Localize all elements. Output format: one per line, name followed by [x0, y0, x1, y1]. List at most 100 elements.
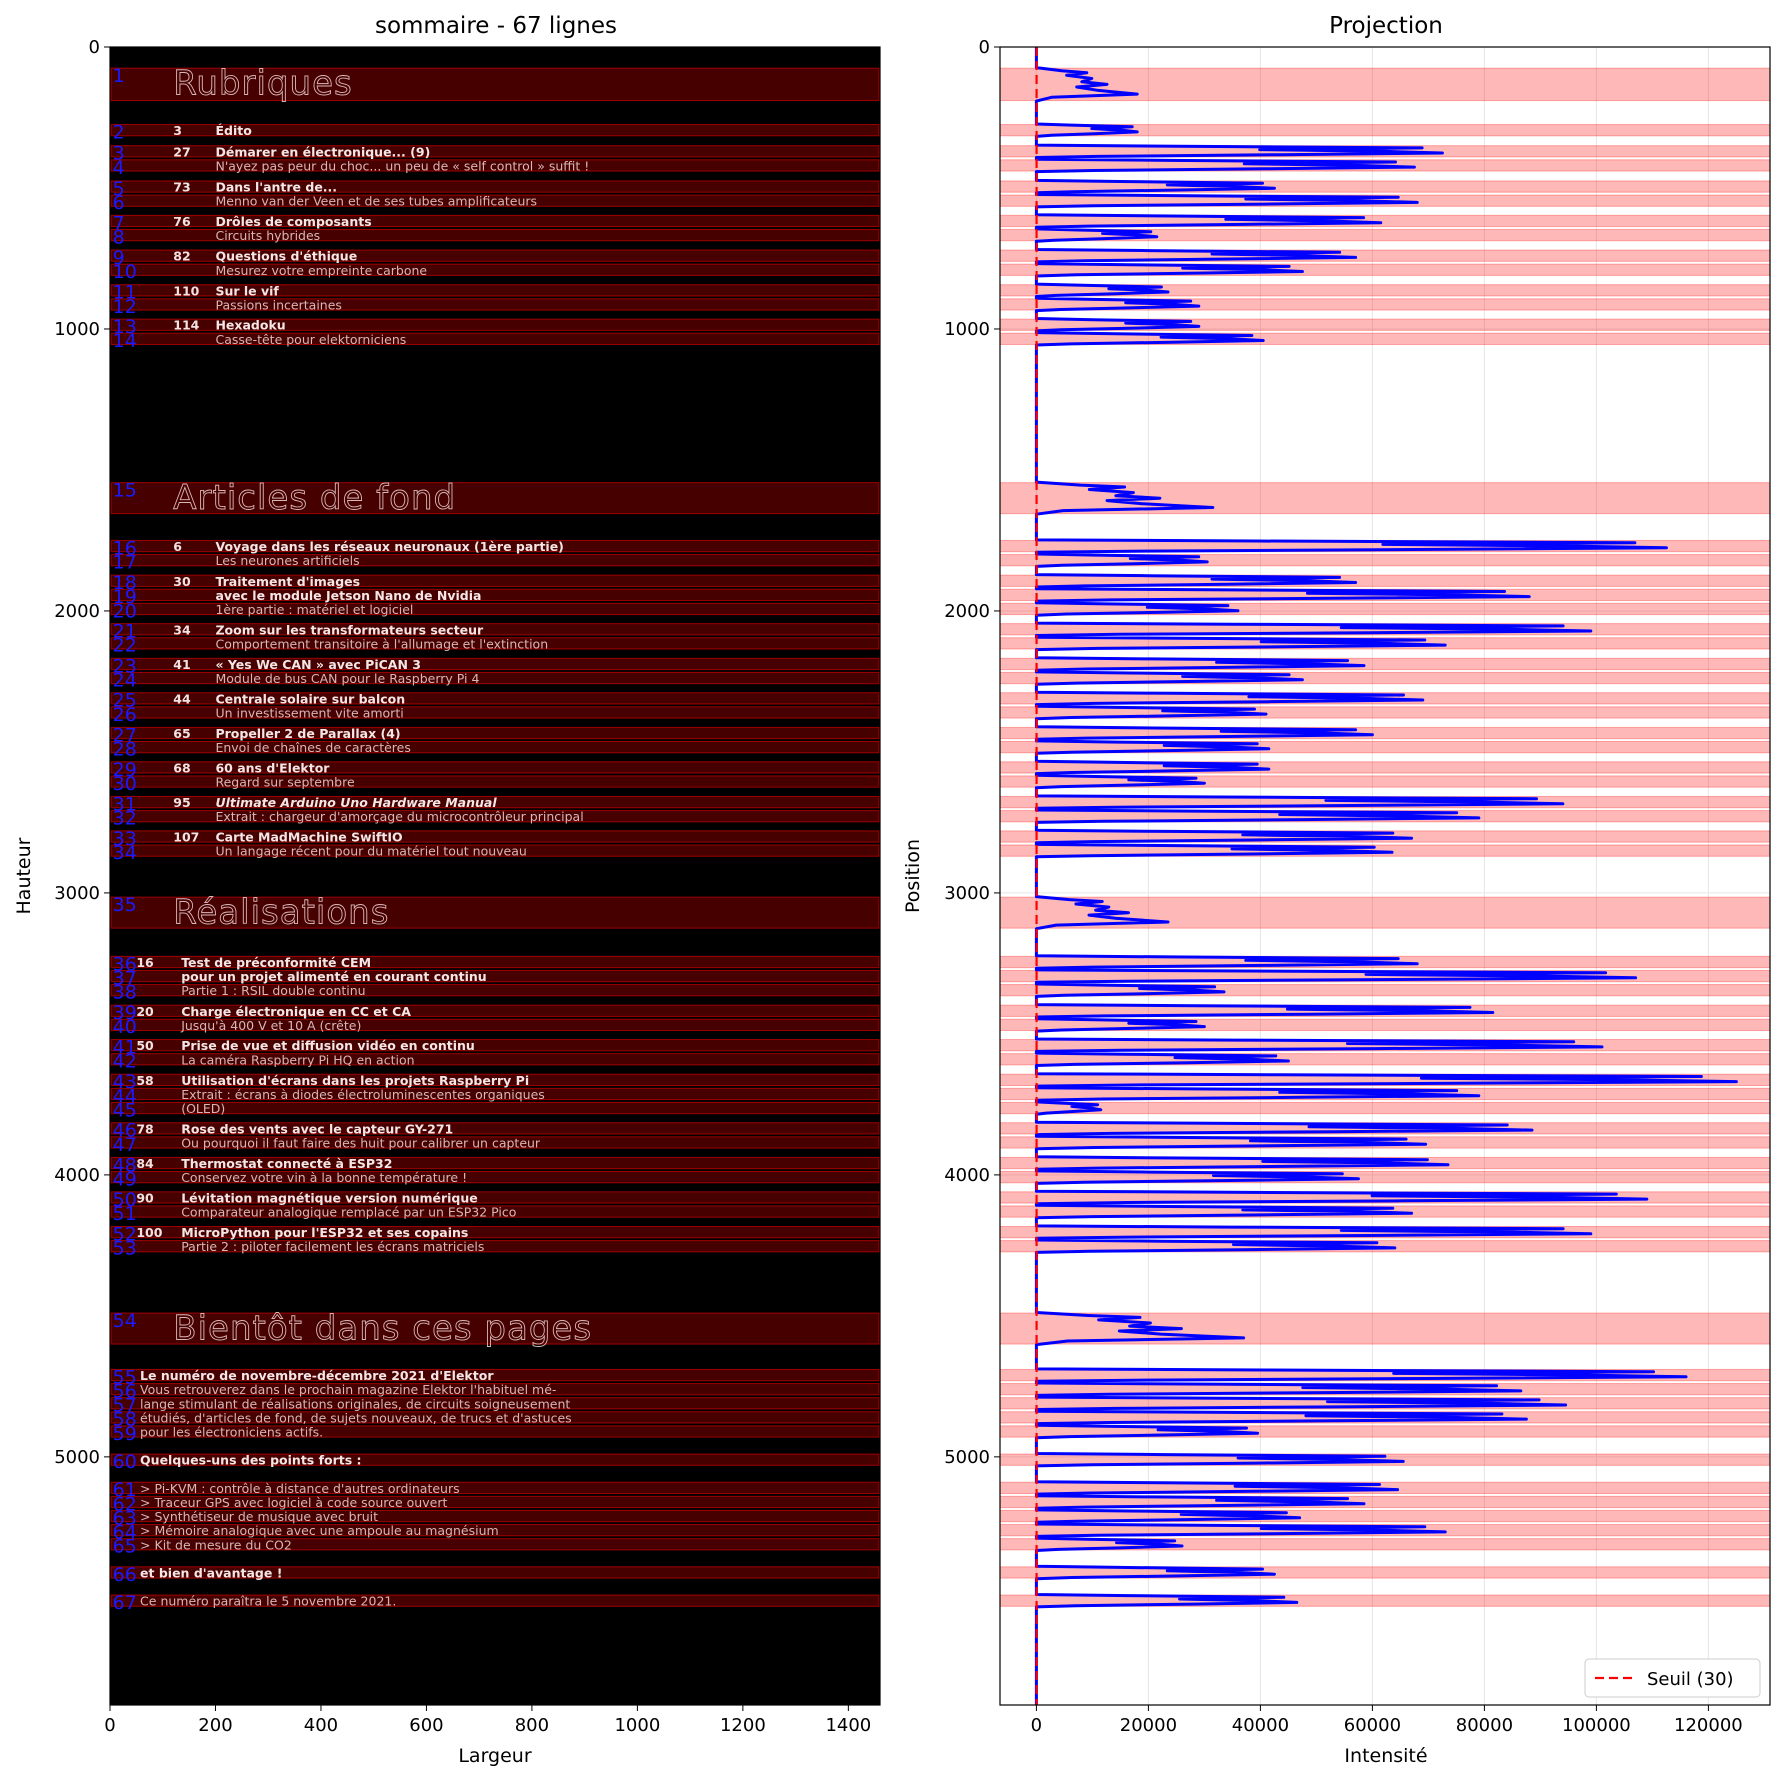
line-label: 24 — [113, 669, 137, 691]
toc-line: « Yes We CAN » avec PiCAN 3 — [215, 657, 420, 672]
projection-line — [1034, 47, 1738, 1705]
line-band-14 — [110, 332, 880, 345]
line-band-13 — [110, 318, 880, 331]
line-label: 27 — [113, 724, 137, 746]
line-label: 59 — [113, 1423, 137, 1445]
line-band-56 — [110, 1383, 880, 1396]
line-band-25 — [110, 692, 880, 705]
line-label: 3 — [113, 143, 125, 165]
line-label: 25 — [113, 690, 137, 712]
x-tick-label: 400 — [304, 1715, 338, 1736]
toc-line: Lévitation magnétique version numérique — [181, 1190, 478, 1205]
line-band-65 — [110, 1538, 880, 1551]
toc-line: > Synthétiseur de musique avec bruit — [140, 1509, 378, 1524]
line-label: 67 — [113, 1592, 137, 1614]
toc-line: Les neurones artificiels — [215, 553, 359, 568]
page-number: 100 — [136, 1225, 162, 1240]
page-number: 68 — [173, 760, 190, 775]
line-band-21 — [110, 623, 880, 636]
line-band-2 — [110, 124, 880, 137]
toc-line: Questions d'éthique — [215, 249, 357, 264]
line-band-27 — [110, 726, 880, 740]
y-tick-label: 5000 — [944, 1447, 990, 1468]
line-label: 55 — [113, 1366, 137, 1388]
right-axes-frame — [999, 46, 1771, 1706]
line-band-38 — [110, 984, 880, 997]
line-label: 58 — [113, 1409, 137, 1431]
page-number: 95 — [173, 795, 190, 810]
toc-line: Comportement transitoire à l'allumage et… — [215, 636, 548, 651]
y-tick-label: 2000 — [54, 601, 100, 622]
left-axes-frame — [109, 46, 881, 1706]
page-number: 3 — [173, 123, 182, 138]
line-band-35 — [110, 896, 880, 929]
line-label: 19 — [113, 586, 137, 608]
line-band-67 — [110, 1594, 880, 1607]
y-tick-label: 0 — [89, 37, 100, 58]
page-number: 34 — [173, 622, 191, 637]
line-label: 38 — [113, 982, 137, 1004]
toc-line: lange stimulant de réalisations original… — [140, 1396, 570, 1411]
toc-line: Carte MadMachine SwiftIO — [215, 830, 402, 845]
toc-line: Ce numéro paraîtra le 5 novembre 2021. — [140, 1594, 396, 1609]
x-tick-label: 0 — [1031, 1715, 1042, 1736]
line-label: 32 — [113, 808, 137, 830]
line-label: 23 — [113, 655, 137, 677]
toc-line: N'ayez pas peur du choc... un peu de « s… — [215, 158, 589, 173]
line-label: 22 — [113, 635, 137, 657]
line-label: 13 — [113, 316, 137, 338]
legend-box — [1584, 1658, 1761, 1698]
right-chart-title: Projection — [1329, 13, 1443, 39]
x-tick-label: 800 — [515, 1715, 549, 1736]
line-label: 60 — [113, 1451, 137, 1473]
section-heading: Rubriques — [173, 64, 352, 104]
line-band-59 — [110, 1425, 880, 1438]
toc-line: Jusqu'à 400 V et 10 A (crête) — [180, 1018, 361, 1033]
y-tick-label: 1000 — [54, 319, 100, 340]
line-band-4 — [110, 159, 880, 172]
line-band-41 — [110, 1039, 880, 1052]
page-number: 30 — [173, 574, 191, 589]
section-heading: Réalisations — [173, 893, 389, 933]
line-band-37 — [110, 969, 880, 983]
left-y-axis: 0 1000 2000 3000 4000 5000 — [54, 37, 110, 1468]
line-label: 18 — [113, 572, 137, 594]
toc-line: Un investissement vite amorti — [215, 705, 403, 720]
line-band-47 — [110, 1136, 880, 1149]
toc-line: Voyage dans les réseaux neuronaux (1ère … — [215, 539, 563, 554]
toc-line: pour les électroniciens actifs. — [140, 1424, 323, 1439]
line-label: 26 — [113, 704, 137, 726]
line-band-60 — [110, 1453, 880, 1466]
line-band-29 — [110, 761, 880, 774]
toc-line: Hexadoku — [215, 318, 285, 333]
line-label: 8 — [113, 226, 125, 248]
x-tick-label: 600 — [409, 1715, 443, 1736]
line-band-36 — [110, 955, 880, 969]
line-band-62 — [110, 1495, 880, 1509]
toc-line: Module de bus CAN pour le Raspberry Pi 4 — [215, 671, 479, 686]
toc-line: Utilisation d'écrans dans les projets Ra… — [181, 1073, 529, 1088]
line-band-8 — [110, 228, 880, 242]
line-label: 49 — [113, 1169, 137, 1191]
line-band-1 — [110, 67, 880, 102]
y-tick-label: 3000 — [54, 883, 100, 904]
line-band-34 — [110, 844, 880, 857]
right-projection-profile — [1034, 47, 1738, 1705]
line-band-16 — [110, 539, 880, 553]
line-label: 46 — [113, 1120, 137, 1142]
page-number: 6 — [173, 539, 182, 554]
toc-line: Quelques-uns des points forts : — [140, 1453, 362, 1468]
page-number: 16 — [136, 955, 154, 970]
line-band-43 — [110, 1073, 880, 1087]
line-band-17 — [110, 554, 880, 567]
line-band-19 — [110, 588, 880, 602]
line-label: 17 — [113, 552, 137, 574]
toc-line: Envoi de chaînes de caractères — [215, 740, 410, 755]
line-band-63 — [110, 1509, 880, 1523]
toc-line: Ultimate Arduino Uno Hardware Manual — [215, 795, 497, 810]
toc-line: avec le module Jetson Nano de Nvidia — [215, 588, 481, 603]
toc-line: La caméra Raspberry Pi HQ en action — [181, 1052, 414, 1067]
x-tick-label: 20000 — [1120, 1715, 1177, 1736]
line-label: 4 — [113, 157, 125, 179]
